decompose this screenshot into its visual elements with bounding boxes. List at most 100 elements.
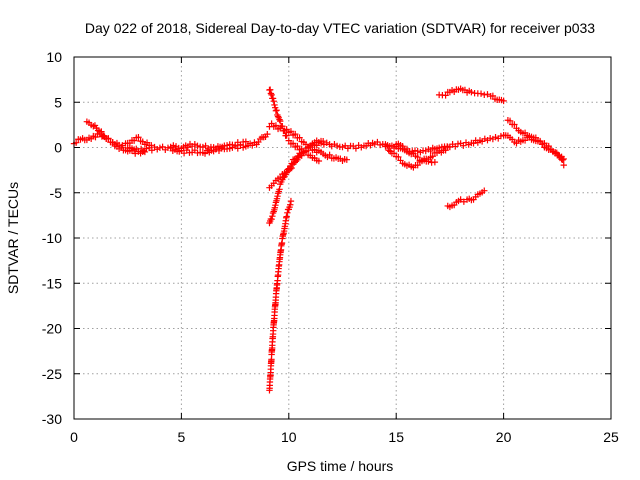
data-point-marker — [431, 158, 439, 166]
data-point-marker — [109, 139, 116, 146]
y-tick-label: -15 — [42, 275, 62, 291]
data-point-marker — [98, 128, 105, 135]
x-tick-label: 5 — [178, 429, 186, 445]
data-point-marker — [272, 107, 280, 115]
data-point-marker — [105, 135, 112, 143]
data-point-marker — [148, 147, 156, 154]
y-tick-label: -10 — [42, 230, 62, 246]
x-axis-label: GPS time / hours — [287, 458, 394, 474]
data-point-marker — [383, 142, 391, 150]
data-point-marker — [500, 97, 507, 105]
series-track-l — [393, 140, 439, 166]
data-point-marker — [446, 143, 454, 151]
data-point-marker — [285, 137, 292, 144]
data-point-marker — [489, 92, 497, 100]
x-tick-label: 0 — [70, 429, 78, 445]
data-point-marker — [284, 209, 291, 217]
x-tick-label: 15 — [388, 429, 404, 445]
data-point-marker — [506, 117, 514, 124]
y-axis-label: SDTVAR / TECUs — [5, 182, 21, 294]
y-tick-label: 10 — [46, 49, 62, 65]
series-track-i — [266, 197, 295, 394]
data-point-marker — [442, 147, 449, 154]
data-point-marker — [266, 86, 274, 93]
data-point-marker — [274, 113, 282, 120]
data-point-marker — [141, 148, 149, 156]
data-point-marker — [132, 150, 139, 157]
data-point-marker — [511, 121, 518, 128]
data-point-marker — [460, 198, 468, 205]
y-tick-label: 5 — [54, 94, 62, 110]
data-point-marker — [92, 133, 99, 141]
y-tick-label: 0 — [54, 140, 62, 156]
data-point-marker — [269, 209, 277, 217]
data-point-marker — [429, 153, 436, 160]
data-point-marker — [292, 130, 299, 138]
data-point-marker — [395, 153, 402, 161]
series-track-m — [435, 85, 507, 105]
y-tick-label: -5 — [50, 185, 63, 201]
data-point-marker — [287, 201, 294, 208]
data-point-marker — [277, 117, 284, 125]
data-point-marker — [283, 213, 290, 220]
data-point-marker — [283, 132, 290, 139]
y-tick-label: -30 — [42, 411, 62, 427]
data-point-marker — [425, 158, 432, 165]
plot-area — [70, 85, 567, 394]
data-point-marker — [288, 160, 295, 167]
y-tick-label: -20 — [42, 321, 62, 337]
data-point-marker — [284, 166, 291, 173]
data-point-marker — [521, 137, 529, 144]
series-track-d — [167, 138, 250, 153]
data-point-marker — [526, 132, 533, 140]
data-point-marker — [268, 91, 275, 99]
x-tick-label: 10 — [281, 429, 297, 445]
data-point-marker — [276, 116, 283, 123]
data-point-marker — [268, 215, 275, 223]
data-point-marker — [442, 92, 449, 99]
x-tick-label: 25 — [603, 429, 619, 445]
data-point-marker — [481, 187, 488, 194]
data-point-marker — [270, 97, 277, 105]
data-point-marker — [343, 156, 350, 163]
data-point-marker — [276, 186, 283, 193]
data-point-marker — [287, 197, 295, 205]
data-point-marker — [271, 101, 278, 109]
data-point-marker — [277, 124, 284, 132]
data-point-marker — [315, 157, 323, 165]
data-point-marker — [264, 130, 271, 138]
series-track-p — [504, 117, 567, 163]
axis-ticks: 0 5 10 15 20 25 -30 -25 -20 -15 -10 -5 0 5 10 — [42, 49, 619, 445]
data-point-marker — [269, 213, 276, 220]
series-track-k — [382, 142, 454, 171]
data-point-marker — [326, 151, 333, 159]
data-point-marker — [477, 90, 485, 97]
data-point-marker — [560, 161, 567, 169]
data-point-marker — [287, 128, 295, 135]
data-point-marker — [273, 107, 280, 114]
data-point-marker — [390, 150, 398, 157]
data-point-marker — [294, 142, 301, 150]
data-point-marker — [560, 155, 567, 163]
data-point-marker — [484, 91, 491, 98]
data-point-marker — [267, 90, 275, 97]
data-point-marker — [118, 143, 125, 151]
data-point-marker — [414, 161, 421, 169]
grid-lines — [74, 57, 611, 419]
plot-frame — [73, 56, 612, 420]
chart-title: Day 022 of 2018, Sidereal Day-to-day VTE… — [85, 20, 595, 36]
data-point-marker — [242, 138, 250, 145]
data-point-marker — [289, 140, 297, 147]
data-point-marker — [135, 134, 142, 141]
x-tick-label: 20 — [496, 429, 512, 445]
data-point-marker — [272, 122, 280, 129]
data-point-marker — [296, 134, 303, 141]
series-track-h — [266, 139, 333, 227]
data-point-marker — [468, 88, 475, 96]
series-track-f — [266, 120, 350, 165]
data-point-marker — [457, 196, 464, 203]
data-point-marker — [559, 156, 566, 164]
data-point-marker — [317, 140, 325, 147]
series-track-j — [328, 132, 507, 156]
